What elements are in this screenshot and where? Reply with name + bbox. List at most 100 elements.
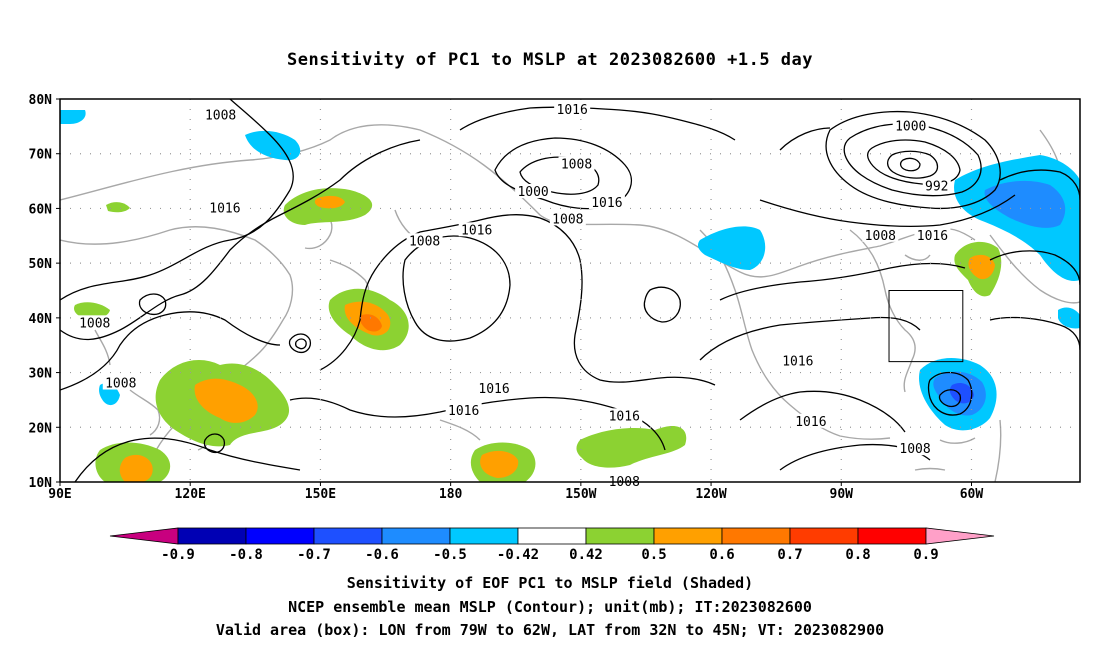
lat-tick-label: 40N (29, 312, 53, 327)
lon-tick-label: 60W (960, 487, 984, 502)
page-title: Sensitivity of PC1 to MSLP at 2023082600… (286, 50, 813, 70)
colorbar-label: 0.8 (845, 547, 870, 563)
shade-blue (1058, 307, 1080, 329)
contour-label: 1016 (917, 229, 948, 244)
shade-blue (60, 110, 86, 124)
lat-tick-label: 30N (29, 367, 53, 382)
contour-label-bg (862, 227, 899, 242)
longitude-axis: 90E 120E 150E 180 150W 120W 90W 60W (48, 482, 983, 502)
contour-label-bg (779, 353, 816, 368)
shade-orange (119, 454, 153, 482)
contour-label-bg (606, 474, 643, 488)
colorbar-label: -0.9 (161, 547, 195, 563)
contour-label-bg (897, 441, 934, 456)
shade-orange (359, 314, 382, 332)
contour-label: 1008 (865, 229, 896, 244)
colorbar-swatch (177, 527, 247, 545)
colorbar-label: 0.9 (913, 547, 938, 563)
contour-label-bg (102, 375, 139, 390)
contour-label-bg (792, 413, 829, 428)
colorbar-low-arrow (109, 527, 179, 545)
contour-label-bg (406, 233, 443, 248)
colorbar-swatch (449, 527, 519, 545)
contour-label-bg (892, 118, 929, 133)
lat-tick-label: 70N (29, 148, 53, 163)
mslp-contours (60, 99, 1080, 482)
contour-label: 1016 (461, 223, 492, 238)
colorbar-label: -0.42 (497, 547, 539, 563)
colorbar-swatch (381, 527, 451, 545)
sensitivity-shading (60, 110, 1080, 482)
lon-tick-label: 180 (439, 487, 463, 502)
contour-label-bg (476, 380, 513, 395)
contour-label: 1016 (795, 415, 826, 430)
shade-blue-deep (949, 383, 974, 404)
contour-label-bg (458, 222, 495, 237)
colorbar-label: 0.6 (709, 547, 734, 563)
shade-green (576, 425, 687, 468)
shade-orange (314, 195, 345, 209)
caption-line-1: Sensitivity of EOF PC1 to MSLP field (Sh… (346, 574, 754, 592)
shade-green (106, 202, 130, 213)
contour-label: 1016 (609, 409, 640, 424)
contour-label-bg (202, 107, 239, 122)
colorbar-label: 0.5 (641, 547, 666, 563)
colorbar-swatch (313, 527, 383, 545)
caption-line-2: NCEP ensemble mean MSLP (Contour); unit(… (288, 598, 812, 616)
contour-label-bg (206, 200, 243, 215)
shade-blue-mid (984, 180, 1066, 228)
contour-label: 1008 (552, 212, 583, 227)
contour-label-bg (922, 178, 951, 193)
contour-label: 1016 (478, 382, 509, 397)
shade-green (74, 302, 110, 319)
contour-label: 1008 (205, 108, 236, 123)
colorbar-label: 0.42 (569, 547, 603, 563)
lon-tick-label: 90W (830, 487, 854, 502)
contour-label-bg (914, 227, 951, 242)
shade-orange (194, 378, 258, 423)
contour-label: 1016 (591, 196, 622, 211)
contour-label: 1008 (899, 442, 930, 457)
colorbar-swatch (245, 527, 315, 545)
contour-label: 1016 (782, 355, 813, 370)
shade-orange (480, 450, 519, 478)
lon-tick-label: 90E (48, 487, 71, 502)
lat-tick-label: 20N (29, 421, 53, 436)
lon-tick-label: 120E (175, 487, 206, 502)
lon-tick-label: 150W (565, 487, 596, 502)
contour-label: 1016 (209, 201, 240, 216)
contour-label: 1016 (557, 103, 588, 118)
lat-tick-label: 10N (29, 476, 53, 491)
colorbar-label: -0.7 (297, 547, 331, 563)
contour-label-bg (588, 194, 625, 209)
colorbar-label: -0.8 (229, 547, 263, 563)
contour-label: 1000 (895, 119, 926, 134)
colorbar-label: -0.6 (365, 547, 399, 563)
contour-label-bg (558, 156, 595, 171)
lat-tick-label: 80N (29, 93, 53, 108)
contour-label-bg (549, 211, 586, 226)
contour-label-bg (606, 408, 643, 423)
map-plot-area (60, 99, 1080, 482)
lat-tick-label: 60N (29, 202, 53, 217)
lat-tick-label: 50N (29, 257, 53, 272)
shade-blue (245, 130, 301, 161)
valid-area-box (888, 290, 964, 363)
colorbar-swatch (585, 527, 655, 545)
colorbar-swatch (653, 527, 723, 545)
colorbar-label: 0.7 (777, 547, 802, 563)
contour-label-bg (76, 315, 113, 330)
colorbar-swatch (857, 527, 927, 545)
contour-label: 1008 (79, 316, 110, 331)
contour-label-bg (445, 402, 482, 417)
contour-label: 1008 (561, 158, 592, 173)
caption-line-3: Valid area (box): LON from 79W to 62W, L… (215, 621, 885, 639)
contour-labels: 1008 1016 1008 1000 1000 992 1008 1016 1016 1016 1… (76, 101, 951, 490)
shade-blue (697, 226, 766, 270)
colorbar-high-arrow (925, 527, 995, 545)
lon-tick-label: 120W (695, 487, 726, 502)
colorbar-swatch (517, 527, 587, 545)
contour-label: 1008 (409, 234, 440, 249)
contour-label-bg (554, 101, 591, 116)
